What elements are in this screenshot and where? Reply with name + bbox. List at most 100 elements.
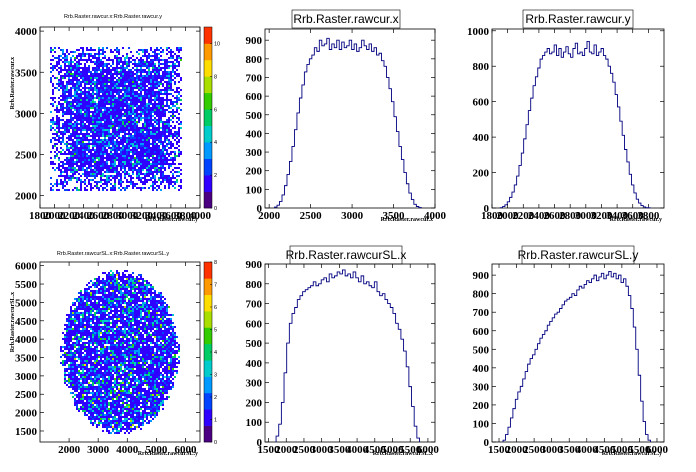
heatmap-cell — [152, 298, 154, 300]
heatmap-cell — [108, 131, 110, 133]
heatmap-cell — [168, 332, 170, 334]
heatmap-cell — [88, 59, 90, 61]
heatmap-cell — [92, 149, 94, 151]
heatmap-cell — [174, 139, 176, 141]
heatmap-cell — [74, 73, 76, 75]
heatmap-cell — [90, 336, 92, 338]
heatmap-cell — [146, 63, 148, 65]
heatmap-cell — [154, 83, 156, 85]
heatmap-cell — [104, 89, 106, 91]
heatmap-cell — [106, 308, 108, 310]
heatmap-cell — [76, 49, 78, 51]
heatmap-cell — [62, 187, 64, 189]
heatmap-cell — [86, 95, 88, 97]
heatmap-cell — [162, 308, 164, 310]
heatmap-cell — [72, 318, 74, 320]
heatmap-cell — [72, 67, 74, 69]
heatmap-cell — [108, 107, 110, 109]
heatmap-cell — [126, 61, 128, 63]
heatmap-cell — [140, 99, 142, 101]
heatmap-cell — [138, 83, 140, 85]
heatmap-cell — [134, 135, 136, 137]
heatmap-cell — [76, 67, 78, 69]
heatmap-cell — [144, 167, 146, 169]
heatmap-cell — [92, 161, 94, 163]
heatmap-cell — [60, 109, 62, 111]
heatmap-cell — [104, 103, 106, 105]
heatmap-cell — [52, 185, 54, 187]
heatmap-cell — [132, 286, 134, 288]
heatmap-cell — [146, 125, 148, 127]
heatmap-cell — [136, 280, 138, 282]
heatmap-cell — [110, 278, 112, 280]
heatmap-cell — [158, 310, 160, 312]
heatmap-cell — [170, 147, 172, 149]
heatmap-cell — [146, 109, 148, 111]
heatmap-cell — [52, 167, 54, 169]
heatmap-cell — [110, 77, 112, 79]
heatmap-cell — [110, 107, 112, 109]
heatmap-cell — [136, 151, 138, 153]
heatmap-cell — [108, 141, 110, 143]
heatmap-cell — [52, 59, 54, 61]
heatmap-cell — [114, 143, 116, 145]
heatmap-cell — [146, 173, 148, 175]
heatmap-cell — [160, 308, 162, 310]
heatmap-cell — [166, 99, 168, 101]
heatmap-cell — [152, 133, 154, 135]
heatmap-cell — [94, 121, 96, 123]
heatmap-cell — [154, 310, 156, 312]
heatmap-cell — [140, 73, 142, 75]
heatmap-cell — [92, 157, 94, 159]
heatmap-cell — [96, 133, 98, 135]
heatmap-cell — [112, 288, 114, 290]
heatmap-cell — [96, 75, 98, 77]
heatmap-cell — [104, 290, 106, 292]
heatmap-cell — [80, 320, 82, 322]
heatmap-cell — [158, 127, 160, 129]
heatmap-cell — [102, 95, 104, 97]
heatmap-cell — [92, 330, 94, 332]
heatmap-cell — [142, 61, 144, 63]
heatmap-cell — [104, 181, 106, 183]
heatmap-cell — [82, 334, 84, 336]
heatmap-cell — [172, 157, 174, 159]
heatmap-cell — [146, 161, 148, 163]
heatmap-cell — [96, 79, 98, 81]
heatmap-cell — [76, 75, 78, 77]
heatmap-cell — [128, 284, 130, 286]
heatmap-cell — [150, 306, 152, 308]
heatmap-cell — [162, 77, 164, 79]
heatmap-cell — [108, 314, 110, 316]
heatmap-cell — [142, 75, 144, 77]
heatmap-cell — [130, 294, 132, 296]
heatmap-cell — [158, 147, 160, 149]
heatmap-cell — [168, 105, 170, 107]
heatmap-cell — [110, 294, 112, 296]
heatmap-cell — [60, 141, 62, 143]
heatmap-cell — [158, 296, 160, 298]
heatmap-cell — [110, 306, 112, 308]
heatmap-cell — [160, 310, 162, 312]
heatmap-cell — [102, 57, 104, 59]
x-tick-label: 3500 — [383, 210, 406, 222]
heatmap-cell — [136, 85, 138, 87]
heatmap-cell — [120, 141, 122, 143]
heatmap-cell — [122, 107, 124, 109]
heatmap-cell — [120, 105, 122, 107]
heatmap-cell — [84, 169, 86, 171]
palette-band — [204, 76, 212, 94]
heatmap-cell — [130, 284, 132, 286]
heatmap-cell — [136, 67, 138, 69]
heatmap-cell — [156, 139, 158, 141]
heatmap-cell — [102, 300, 104, 302]
heatmap-cell — [136, 115, 138, 117]
heatmap-cell — [98, 169, 100, 171]
heatmap-cell — [140, 318, 142, 320]
heatmap-cell — [92, 55, 94, 57]
heatmap-cell — [52, 93, 54, 95]
heatmap-cell — [50, 121, 52, 123]
heatmap-cell — [130, 95, 132, 97]
heatmap-cell — [124, 149, 126, 151]
heatmap-cell — [120, 338, 122, 340]
